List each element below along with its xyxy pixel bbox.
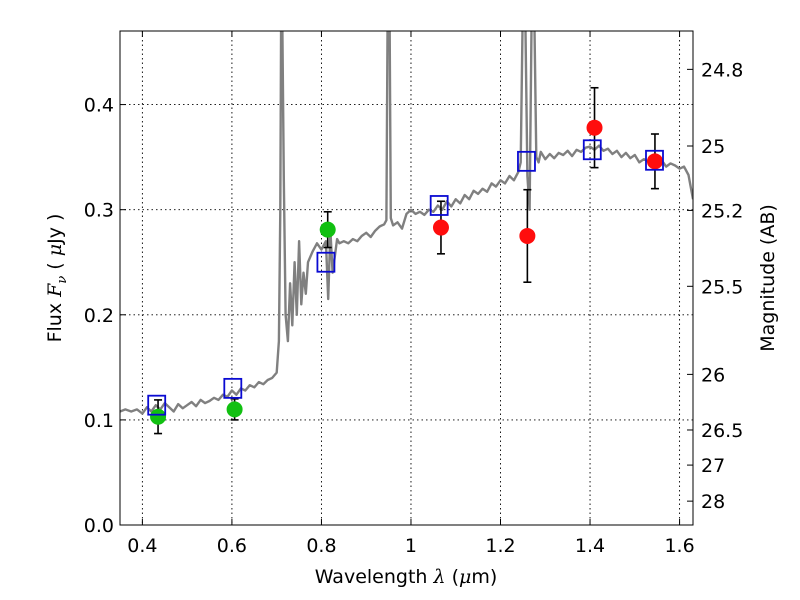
model-photometry-square [223, 377, 243, 399]
red-data-point [586, 119, 603, 136]
plot-frame [119, 30, 694, 526]
red-data-point [519, 227, 536, 244]
green-data-point [150, 408, 167, 425]
x-tick-label: 0.8 [306, 535, 336, 557]
points-layer [150, 119, 663, 425]
y2-tick-label: 26 [701, 364, 725, 386]
y-axis-label: Flux Fν ( μJy ) [44, 214, 70, 343]
model-photometry-square [316, 251, 336, 273]
x-tick-label: 0.4 [127, 535, 157, 557]
y2-tick-label: 28 [701, 491, 725, 513]
y-tick-label: 0.1 [84, 410, 114, 432]
model-box-layer [147, 139, 664, 416]
model-photometry-square [582, 139, 602, 161]
y2-tick-label: 26.5 [701, 420, 743, 442]
x-tick-label: 1.4 [575, 535, 605, 557]
y2-axis-label: Magnitude (AB) [757, 204, 779, 352]
green-data-point [319, 221, 336, 238]
model-photometry-square [645, 149, 664, 171]
grid [120, 31, 693, 525]
model-photometry-square [429, 195, 449, 216]
x-axis-label: Wavelength λ (μm) [315, 566, 498, 588]
y2-tick-label: 27 [701, 455, 725, 477]
model-spectrum-line [120, 31, 693, 415]
red-data-point [646, 153, 663, 170]
model-photometry-square [147, 394, 167, 416]
y2-tick-label: 25 [701, 136, 725, 158]
tick-layer: 0.4 0.6 0.8 1 1.2 1.4 1.6 0.0 0.1 0.2 0.3 0.4 24.8 25… [84, 31, 743, 557]
green-data-point [226, 401, 243, 418]
model-photometry-square [517, 150, 536, 172]
y-tick-label: 0.4 [84, 95, 114, 117]
model-layer [120, 31, 693, 415]
x-tick-label: 1 [405, 535, 417, 557]
x-tick-label: 1.2 [485, 535, 515, 557]
red-data-point [432, 219, 449, 236]
y-tick-label: 0.3 [84, 200, 114, 222]
x-tick-label: 1.6 [664, 535, 694, 557]
y-tick-label: 0.2 [84, 305, 114, 327]
x-tick-label: 0.6 [217, 535, 247, 557]
y-tick-label: 0.0 [84, 515, 114, 537]
y2-tick-label: 25.5 [701, 276, 743, 298]
y2-tick-label: 25.2 [701, 200, 743, 222]
y2-tick-label: 24.8 [701, 59, 743, 81]
